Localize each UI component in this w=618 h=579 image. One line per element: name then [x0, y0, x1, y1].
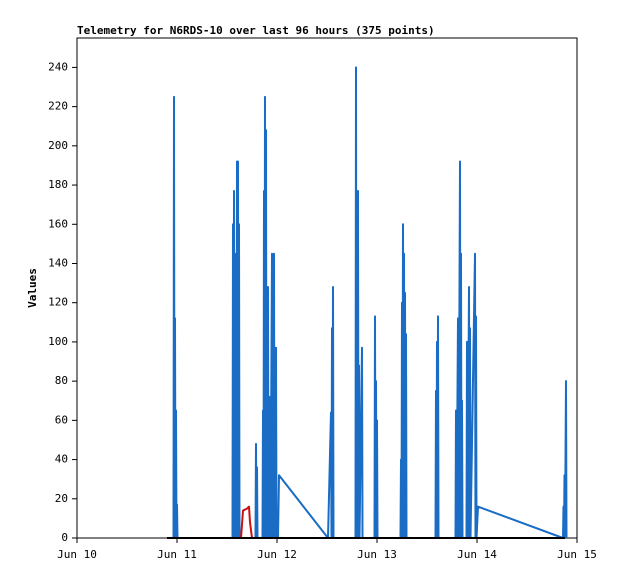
x-tick-label: Jun 13: [357, 548, 397, 561]
x-tick-label: Jun 15: [557, 548, 597, 561]
y-tick-label: 100: [48, 335, 68, 348]
y-tick-label: 120: [48, 296, 68, 309]
y-tick-label: 20: [55, 492, 68, 505]
y-tick-label: 240: [48, 60, 68, 73]
y-tick-label: 60: [55, 413, 68, 426]
y-tick-label: 40: [55, 453, 68, 466]
x-tick-label: Jun 11: [157, 548, 197, 561]
y-tick-label: 180: [48, 178, 68, 191]
y-axis-label: Values: [26, 268, 39, 308]
y-tick-label: 200: [48, 139, 68, 152]
series-line: [172, 66, 568, 539]
y-tick-label: 160: [48, 217, 68, 230]
series-line: [240, 505, 253, 539]
y-tick-label: 140: [48, 256, 68, 269]
x-tick-label: Jun 10: [57, 548, 97, 561]
plot-frame: [76, 37, 578, 539]
x-tick-label: Jun 12: [257, 548, 297, 561]
x-tick-label: Jun 14: [457, 548, 497, 561]
y-tick-label: 80: [55, 374, 68, 387]
y-tick-label: 220: [48, 100, 68, 113]
y-tick-label: 0: [61, 531, 68, 544]
chart-title: Telemetry for N6RDS-10 over last 96 hour…: [77, 24, 435, 37]
